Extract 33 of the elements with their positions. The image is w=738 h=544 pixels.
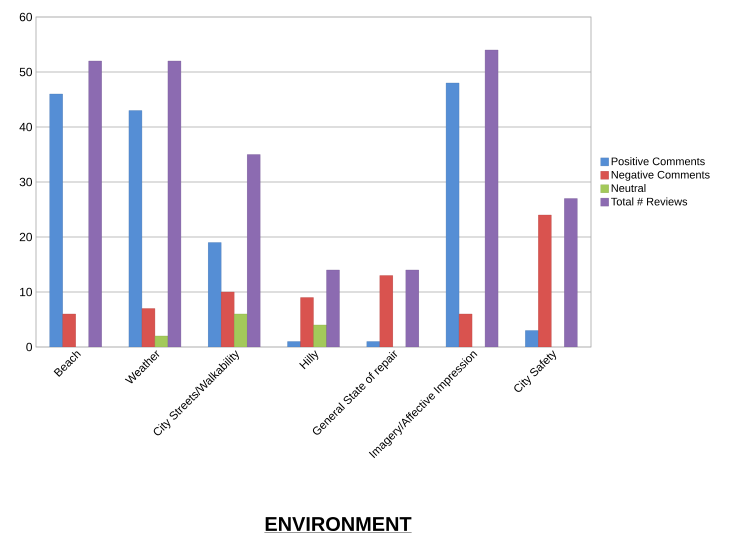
- bar: [128, 110, 142, 347]
- bar: [208, 242, 222, 347]
- legend-label: Total # Reviews: [611, 197, 688, 206]
- bar: [88, 60, 102, 347]
- y-tick-label: 60: [20, 12, 32, 22]
- bar: [484, 50, 498, 347]
- bar: [49, 94, 63, 347]
- y-tick-label: 30: [20, 178, 32, 186]
- bar: [525, 330, 539, 347]
- bar: [234, 314, 248, 347]
- bar: [458, 314, 472, 347]
- bar: [406, 270, 419, 347]
- bar: [538, 214, 552, 347]
- bar: [564, 198, 578, 347]
- bar: [247, 154, 260, 347]
- y-tick-label: 10: [20, 288, 32, 296]
- bar: [380, 275, 393, 347]
- bar: [300, 297, 314, 347]
- y-tick-label: 50: [20, 68, 32, 76]
- y-tick-label: 40: [19, 122, 32, 132]
- x-tick-label: Hilly: [299, 350, 318, 370]
- bar: [62, 314, 76, 347]
- bar: [446, 82, 460, 347]
- legend-label: Neutral: [612, 184, 646, 192]
- text: ENVIRONMENT: [266, 516, 412, 532]
- y-tick-label: 20: [20, 232, 32, 242]
- y-tick-label: 0: [26, 342, 32, 352]
- legend-label: Positive Comments: [612, 157, 705, 166]
- bar: [168, 60, 182, 347]
- bar: [326, 270, 340, 347]
- legend-label: Negative Comments: [612, 170, 710, 181]
- bar: [221, 292, 234, 347]
- bar: [142, 308, 156, 347]
